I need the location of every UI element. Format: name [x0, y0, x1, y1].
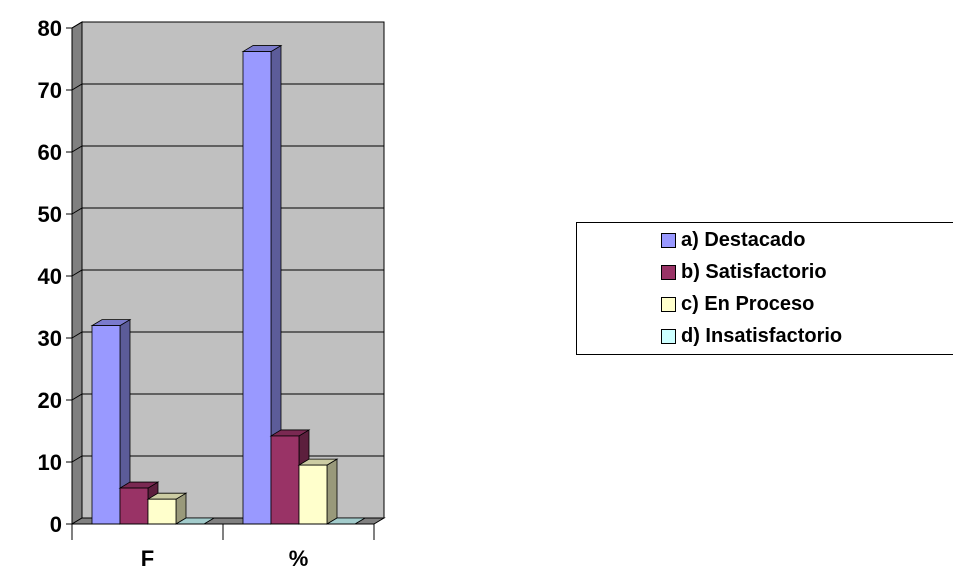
bar-front [270, 435, 300, 525]
x-category-label: % [289, 546, 309, 571]
gridline [71, 331, 384, 339]
gridline [71, 21, 384, 29]
legend-swatch-d [661, 328, 676, 344]
legend-item-c: c) En Proceso [661, 290, 814, 318]
y-tick-label: 20 [38, 388, 62, 413]
bar-front [147, 498, 177, 525]
axes [66, 27, 375, 540]
legend-swatch-b [661, 264, 676, 280]
legend-label-b: b) Satisfactorio [681, 260, 827, 283]
y-tick-label: 80 [38, 16, 62, 41]
gridline [71, 83, 384, 91]
bar-d-0 [174, 517, 216, 525]
x-category-label: F [141, 546, 154, 571]
gridline [71, 393, 384, 401]
y-tick-labels: 0 10 20 30 40 50 60 70 80 [38, 16, 62, 537]
bar-a-0 [90, 318, 132, 525]
bars [90, 44, 367, 525]
bar-front [119, 487, 149, 525]
bar-front [242, 51, 272, 525]
gridline [71, 269, 384, 277]
legend-label-a: a) Destacado [681, 228, 806, 251]
bar-front [91, 325, 121, 525]
gridlines [71, 21, 384, 463]
legend-swatch-a [661, 232, 676, 248]
bar-a-1 [241, 44, 283, 525]
legend-item-a: a) Destacado [661, 226, 806, 254]
x-category-labels: F% [141, 546, 309, 571]
legend-item-d: d) Insatisfactorio [661, 322, 842, 350]
bar-side [326, 458, 338, 525]
y-tick-label: 0 [50, 512, 62, 537]
gridline [71, 145, 384, 153]
legend-label-d: d) Insatisfactorio [681, 324, 843, 347]
y-tick-label: 50 [38, 202, 62, 227]
bar-c-1 [297, 458, 339, 525]
y-tick-label: 60 [38, 140, 62, 165]
legend: a) Destacado b) Satisfactorio c) En Proc… [576, 222, 953, 355]
y-tick-label: 30 [38, 326, 62, 351]
bar-front [298, 464, 328, 525]
y-tick-label: 10 [38, 450, 62, 475]
legend-label-c: c) En Proceso [681, 292, 815, 315]
y-tick-label: 40 [38, 264, 62, 289]
legend-item-b: b) Satisfactorio [661, 258, 827, 286]
legend-swatch-c [661, 296, 676, 312]
bar-c-0 [146, 492, 188, 525]
y-tick-label: 70 [38, 78, 62, 103]
gridline [71, 207, 384, 215]
